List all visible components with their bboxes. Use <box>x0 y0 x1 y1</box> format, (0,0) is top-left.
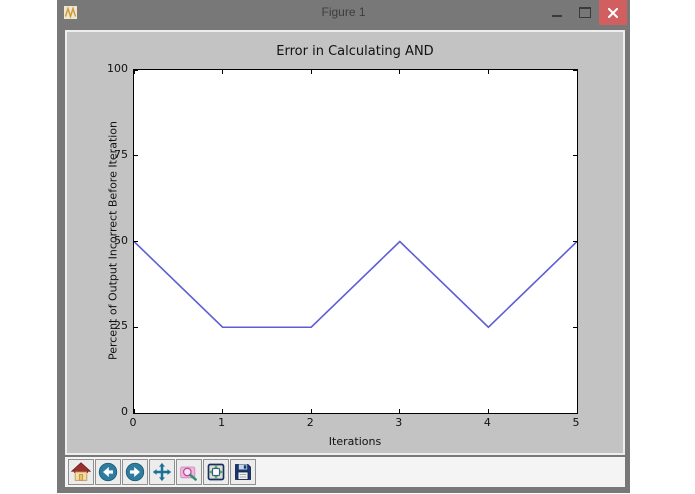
tick-mark <box>310 409 312 413</box>
close-icon <box>608 7 618 18</box>
y-tick-label: 50 <box>114 233 128 247</box>
tick-mark <box>573 241 577 242</box>
x-tick-label: 5 <box>572 416 580 429</box>
x-tick-label: 4 <box>483 416 491 429</box>
back-icon <box>98 462 118 482</box>
back-button[interactable] <box>95 459 121 485</box>
x-tick-label: 2 <box>306 416 314 429</box>
chart-title: Error in Calculating AND <box>276 44 434 59</box>
matplotlib-toolbar <box>65 457 625 487</box>
save-icon <box>235 464 251 480</box>
tick-mark <box>134 155 138 157</box>
close-button[interactable] <box>599 0 627 25</box>
window-title: Figure 1 <box>321 5 366 19</box>
home-button[interactable] <box>68 459 94 485</box>
zoom-icon <box>180 466 197 481</box>
tick-mark <box>576 409 578 413</box>
save-button[interactable] <box>230 459 256 485</box>
forward-icon <box>125 462 145 482</box>
x-tick-label: 3 <box>395 416 403 429</box>
tick-mark <box>573 155 577 157</box>
x-tick-label: 1 <box>218 416 226 429</box>
tick-mark <box>399 70 401 74</box>
y-tick-label: 0 <box>121 405 128 418</box>
minimize-button[interactable] <box>543 0 571 25</box>
tick-mark <box>134 69 138 71</box>
y-tick-label: 75 <box>114 147 128 161</box>
tick-mark <box>133 409 135 413</box>
minimize-icon <box>552 14 562 17</box>
titlebar[interactable]: Figure 1 <box>57 0 630 25</box>
pan-button[interactable] <box>149 459 175 485</box>
data-line <box>134 240 577 329</box>
forward-button[interactable] <box>122 459 148 485</box>
pan-icon <box>152 462 172 482</box>
tick-mark <box>310 70 312 74</box>
figure-canvas[interactable]: Error in Calculating AND Iterations Perc… <box>65 30 625 455</box>
y-tick-label: 100 <box>107 62 128 75</box>
x-tick-label: 0 <box>129 416 137 429</box>
subplots-icon <box>207 463 225 481</box>
zoom-button[interactable] <box>176 459 202 485</box>
x-axis-label: Iterations <box>328 435 382 448</box>
window-controls <box>543 0 627 25</box>
tick-mark <box>134 241 138 242</box>
app-icon <box>64 6 77 19</box>
tick-mark <box>576 70 578 74</box>
tick-mark <box>399 409 401 413</box>
tick-mark <box>134 412 138 414</box>
figure-window: Figure 1 Error in Calculating AND Iterat… <box>57 0 630 493</box>
tick-mark <box>487 70 489 74</box>
plot-area[interactable] <box>133 69 578 414</box>
maximize-button[interactable] <box>571 0 599 25</box>
tick-mark <box>222 70 224 74</box>
tick-mark <box>133 70 135 74</box>
tick-mark <box>134 326 138 328</box>
subplots-button[interactable] <box>203 459 229 485</box>
tick-mark <box>222 409 224 413</box>
tick-mark <box>573 69 577 71</box>
tick-mark <box>573 412 577 414</box>
home-icon <box>71 462 91 481</box>
y-tick-label: 25 <box>114 319 128 333</box>
tick-mark <box>487 409 489 413</box>
tick-mark <box>573 326 577 328</box>
maximize-icon <box>579 7 591 18</box>
